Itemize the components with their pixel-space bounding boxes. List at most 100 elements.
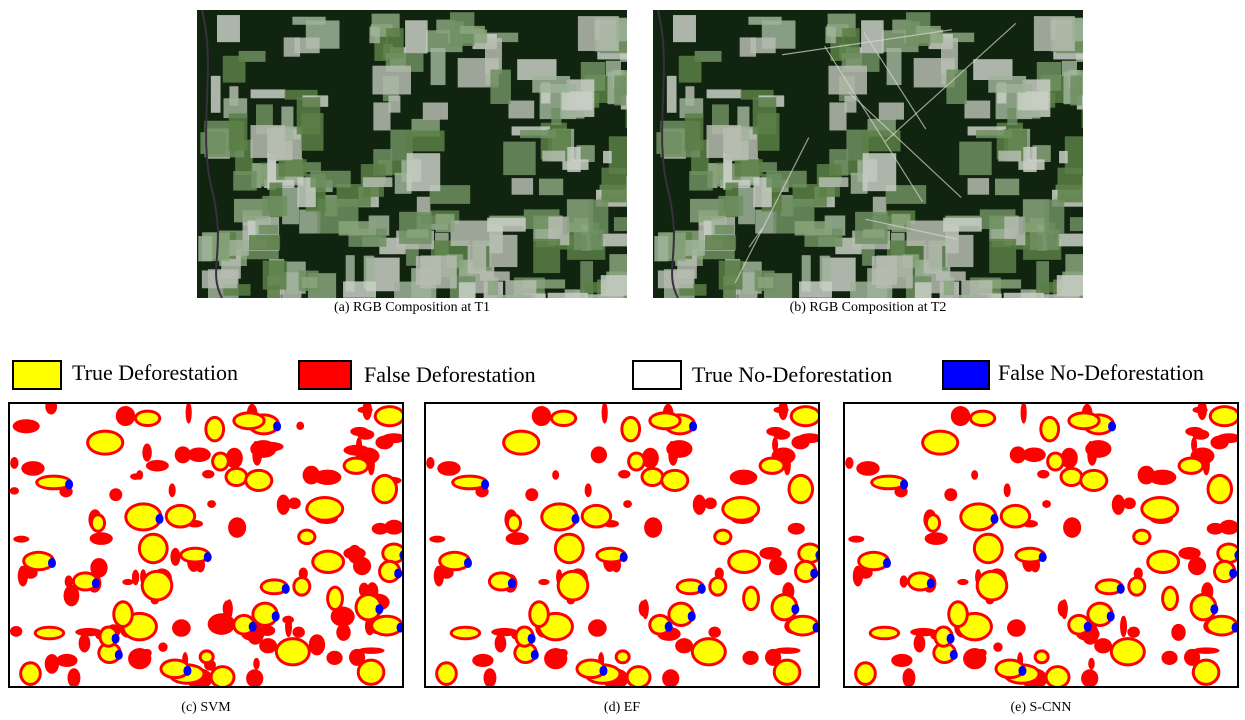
true-deforestation bbox=[873, 478, 904, 488]
clearing bbox=[1070, 75, 1082, 105]
clearing bbox=[725, 141, 748, 161]
false-deforestation bbox=[848, 536, 864, 543]
true-deforestation bbox=[453, 629, 479, 638]
false-deforestation bbox=[296, 422, 304, 430]
clearing bbox=[879, 102, 904, 119]
clearing bbox=[667, 76, 677, 113]
clearing bbox=[567, 147, 580, 172]
true-deforestation bbox=[505, 433, 537, 453]
false-deforestation bbox=[644, 517, 662, 538]
clearing bbox=[863, 229, 884, 237]
false-deforestation bbox=[1022, 447, 1046, 462]
true-deforestation bbox=[860, 554, 887, 568]
false-deforestation bbox=[1161, 651, 1177, 665]
true-deforestation bbox=[716, 532, 729, 542]
legend-label: False Deforestation bbox=[364, 362, 536, 388]
false-no-deforestation bbox=[282, 584, 290, 594]
true-deforestation bbox=[1070, 414, 1097, 427]
false-deforestation bbox=[326, 651, 342, 665]
caption: (e) S-CNN bbox=[843, 700, 1239, 716]
false-deforestation bbox=[56, 654, 77, 667]
false-deforestation bbox=[1123, 498, 1136, 510]
false-deforestation bbox=[75, 628, 102, 636]
true-deforestation bbox=[998, 662, 1023, 677]
clearing bbox=[988, 76, 1026, 93]
clearing bbox=[407, 229, 428, 237]
clearing bbox=[480, 271, 510, 280]
false-deforestation bbox=[1081, 669, 1098, 687]
false-deforestation bbox=[856, 461, 879, 476]
false-deforestation bbox=[202, 470, 214, 479]
false-deforestation bbox=[585, 483, 592, 497]
clearing bbox=[279, 159, 307, 176]
clearing bbox=[968, 178, 990, 195]
false-deforestation bbox=[1192, 406, 1207, 413]
false-deforestation bbox=[426, 457, 434, 469]
clearing bbox=[496, 295, 532, 298]
false-deforestation bbox=[963, 648, 986, 669]
true-deforestation bbox=[1212, 408, 1238, 424]
false-deforestation bbox=[788, 523, 805, 535]
false-deforestation bbox=[187, 447, 211, 462]
false-deforestation bbox=[914, 634, 926, 652]
false-no-deforestation bbox=[65, 479, 73, 489]
true-deforestation bbox=[1113, 640, 1143, 663]
clearing bbox=[689, 171, 713, 190]
false-deforestation bbox=[971, 470, 978, 480]
clearing bbox=[606, 61, 621, 76]
false-deforestation bbox=[207, 500, 216, 508]
false-deforestation bbox=[208, 613, 236, 635]
false-no-deforestation bbox=[1117, 584, 1125, 594]
clearing bbox=[436, 214, 455, 232]
clearing bbox=[1062, 61, 1077, 76]
clearing bbox=[718, 196, 743, 216]
false-no-deforestation bbox=[528, 634, 536, 644]
false-deforestation bbox=[1058, 600, 1068, 616]
clearing bbox=[855, 212, 888, 244]
false-no-deforestation bbox=[204, 552, 212, 562]
false-deforestation bbox=[158, 642, 167, 652]
clearing bbox=[1057, 168, 1083, 203]
clearing bbox=[451, 221, 492, 246]
clearing bbox=[1072, 18, 1083, 41]
false-no-deforestation bbox=[92, 578, 100, 588]
clearing bbox=[936, 271, 966, 280]
legend-swatch bbox=[632, 360, 682, 390]
clearing bbox=[715, 225, 734, 234]
true-deforestation bbox=[214, 454, 227, 468]
clearing bbox=[872, 256, 897, 285]
true-deforestation bbox=[1042, 419, 1057, 440]
false-deforestation bbox=[769, 557, 787, 575]
true-deforestation bbox=[115, 603, 131, 625]
clearing bbox=[249, 235, 280, 250]
false-no-deforestation bbox=[464, 558, 472, 568]
figure: (a) RGB Composition at T1 (b) RGB Compos… bbox=[0, 0, 1245, 720]
false-deforestation bbox=[288, 498, 301, 510]
false-no-deforestation bbox=[947, 634, 955, 644]
clearing bbox=[685, 113, 704, 150]
clearing bbox=[616, 18, 627, 41]
legend-swatch bbox=[298, 360, 352, 390]
true-deforestation bbox=[1130, 579, 1143, 593]
true-deforestation bbox=[579, 662, 604, 677]
true-deforestation bbox=[438, 664, 455, 683]
clearing bbox=[964, 101, 990, 119]
false-deforestation bbox=[116, 406, 136, 426]
clearing bbox=[862, 131, 900, 152]
false-deforestation bbox=[588, 619, 607, 636]
clearing bbox=[601, 234, 627, 247]
false-no-deforestation bbox=[48, 558, 56, 568]
false-deforestation bbox=[172, 619, 191, 636]
false-deforestation bbox=[437, 461, 460, 476]
legend-swatch bbox=[942, 360, 990, 390]
false-deforestation bbox=[258, 442, 284, 452]
true-deforestation bbox=[1003, 507, 1028, 526]
clearing bbox=[372, 66, 411, 95]
false-deforestation bbox=[282, 616, 294, 624]
true-deforestation bbox=[295, 579, 308, 593]
clearing bbox=[339, 221, 376, 235]
true-deforestation bbox=[651, 414, 678, 427]
clearing bbox=[819, 177, 849, 187]
false-deforestation bbox=[169, 483, 176, 497]
clearing bbox=[924, 245, 943, 273]
